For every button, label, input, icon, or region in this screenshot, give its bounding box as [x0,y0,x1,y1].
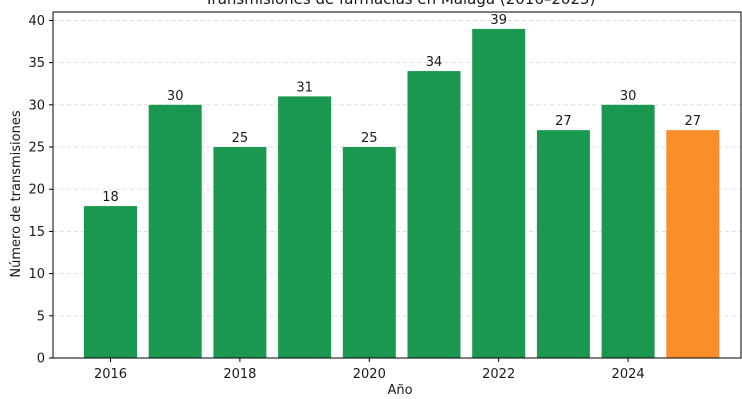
bar-value-label: 18 [102,190,119,205]
bar-value-label: 27 [555,114,572,129]
plot-frame [52,11,742,359]
bars [84,28,720,358]
bar-value-label: 30 [620,89,637,104]
y-tick-label: 15 [28,225,45,240]
y-axis-title: Número de transmisiones [9,110,24,277]
bar-2018 [213,147,267,358]
y-tick-label: 0 [37,352,45,367]
y-tick-label: 5 [37,309,45,324]
x-tick-label: 2018 [223,367,256,382]
x-axis-title: Año [387,383,412,395]
bar-value-label: 39 [490,13,507,28]
x-tick-label: 2024 [612,367,645,382]
bar-2020 [342,147,396,358]
bar-value-labels: 18 30 25 31 25 34 39 27 30 27 [102,13,701,205]
bar-2024 [601,104,655,358]
y-tick-label: 30 [28,98,45,113]
y-tick-label: 40 [28,14,45,29]
bar-value-label: 30 [167,89,184,104]
bar-2023 [536,130,590,358]
x-tick-label: 2022 [482,367,515,382]
y-tick-label: 35 [28,56,45,71]
bar-value-label: 34 [426,55,443,70]
bar-2016 [84,206,137,358]
bar-2021 [407,71,461,358]
bar-2017 [148,104,202,358]
axes: 0 5 10 15 20 25 30 35 40 2016 2018 2020 2022 2024 [28,11,742,382]
x-tick-label: 2016 [94,367,127,382]
y-tick-label: 20 [28,183,45,198]
bar-value-label: 27 [685,114,702,129]
bar-2025 [666,130,720,358]
chart-title: Transmisiones de farmacias en Málaga (20… [204,0,596,8]
bar-2022 [472,28,526,358]
y-tick-label: 10 [28,267,45,282]
x-tick-label: 2020 [353,367,386,382]
bar-value-label: 25 [361,131,378,146]
bar-2019 [278,96,332,358]
y-tick-label: 25 [28,141,45,156]
bar-value-label: 31 [296,80,313,95]
bar-value-label: 25 [232,131,249,146]
